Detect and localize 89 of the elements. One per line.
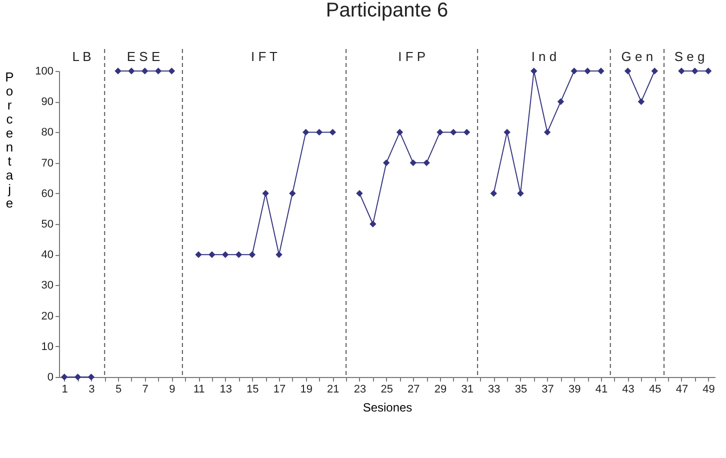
x-tick-label: 23 [354, 384, 366, 396]
point [235, 251, 242, 258]
point [692, 68, 698, 74]
point [88, 374, 95, 380]
text: I F P [398, 49, 426, 64]
x-tick-label: 33 [488, 384, 500, 396]
point [396, 128, 404, 136]
point [154, 68, 162, 74]
y-tick-label: 0 [47, 372, 54, 384]
point [638, 98, 645, 105]
point [490, 190, 498, 197]
x-tick-label: 5 [115, 384, 122, 396]
point [624, 68, 632, 74]
point [450, 128, 457, 136]
point [570, 68, 578, 74]
x-tick-label: 47 [676, 384, 688, 396]
x-tick-label: 31 [461, 384, 474, 396]
point [222, 251, 229, 258]
x-tick-label: 21 [327, 384, 340, 396]
y-tick-label: 100 [35, 66, 54, 78]
x-tick-label: 17 [273, 384, 286, 396]
chart-title: Participante 6 [326, 0, 448, 22]
point [74, 374, 82, 380]
point [704, 68, 712, 74]
x-tick-label: 19 [300, 384, 312, 396]
x-tick-label: 49 [702, 384, 715, 396]
text: I n d [531, 49, 557, 64]
point [276, 251, 282, 258]
point [678, 68, 685, 74]
point [382, 159, 390, 166]
point [517, 190, 524, 197]
y-tick-label: 30 [41, 280, 54, 292]
text: S e g [674, 49, 705, 64]
x-tick-label: 1 [62, 384, 68, 396]
x-tick-label: 11 [193, 384, 205, 396]
x-tick-label: 9 [169, 384, 176, 396]
point [544, 128, 551, 136]
x-tick-label: 27 [408, 384, 420, 396]
point [61, 374, 68, 380]
point [316, 128, 323, 136]
point [436, 128, 444, 136]
x-tick-label: 25 [380, 384, 393, 396]
x-tick-label: 7 [142, 384, 148, 396]
point [289, 190, 296, 197]
point [584, 68, 591, 74]
text: G e n [621, 49, 654, 64]
x-axis-title: Sesiones [362, 400, 412, 414]
point [208, 251, 216, 258]
point [370, 220, 376, 228]
x-tick-label: 39 [568, 384, 581, 396]
x-tick-label: 37 [542, 384, 554, 396]
point [598, 68, 604, 74]
point [530, 68, 538, 74]
y-tick-label: 80 [41, 126, 54, 139]
point [114, 68, 122, 74]
text: I F T [251, 49, 278, 64]
x-tick-label: 43 [622, 384, 634, 396]
y-tick-label: 60 [41, 188, 54, 200]
y-tick-label: 10 [41, 340, 54, 353]
point [410, 159, 417, 166]
point [356, 190, 363, 197]
point [142, 68, 148, 74]
y-tick-label: 70 [41, 157, 54, 170]
point [423, 159, 430, 166]
point [248, 251, 256, 258]
x-tick-label: 3 [88, 384, 95, 396]
text: Porcentaje [5, 70, 14, 210]
y-tick-label: 50 [41, 218, 54, 230]
x-tick-label: 13 [220, 384, 232, 396]
x-tick-label: 45 [649, 384, 662, 396]
point [262, 190, 269, 197]
text: L B [72, 49, 92, 64]
point [504, 128, 510, 136]
point [128, 68, 135, 74]
point [195, 251, 202, 258]
point [302, 128, 310, 136]
y-tick-label: 90 [41, 96, 54, 108]
x-tick-label: 35 [514, 384, 528, 396]
point [168, 68, 176, 74]
point [463, 128, 470, 136]
point [329, 128, 336, 136]
text: E S E [126, 49, 160, 64]
point [651, 68, 658, 74]
y-tick-label: 40 [41, 249, 54, 262]
x-tick-label: 15 [246, 384, 259, 396]
x-tick-label: 29 [434, 384, 447, 396]
x-tick-label: 41 [595, 384, 608, 396]
point [557, 98, 564, 105]
y-tick-label: 20 [41, 310, 54, 322]
